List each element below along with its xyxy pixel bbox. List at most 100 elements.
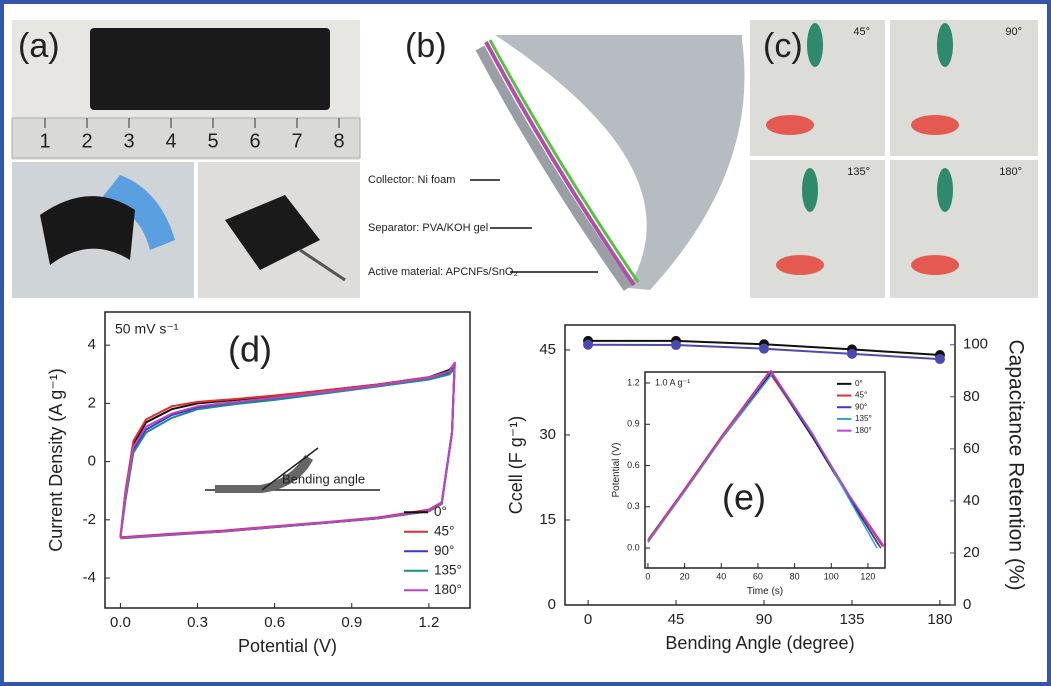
legend-label: 45° xyxy=(855,391,867,400)
bending-sketch xyxy=(205,447,380,493)
x-tick-label: 0 xyxy=(584,611,592,628)
legend-label: 90° xyxy=(434,543,454,558)
bent-film xyxy=(40,196,135,265)
marker xyxy=(583,339,594,350)
marker xyxy=(934,354,945,365)
x-tick-label: 100 xyxy=(824,571,839,581)
scan-rate: 50 mV s⁻¹ xyxy=(115,321,179,337)
plot-frame xyxy=(644,371,886,569)
clips xyxy=(766,23,959,275)
ruler-number: 5 xyxy=(207,130,218,152)
y-tick-label: 0 xyxy=(548,596,556,613)
y-tick-label: 45 xyxy=(539,341,556,358)
x-tick-label: 20 xyxy=(680,571,690,581)
inset-label: Bending angle xyxy=(282,471,365,486)
x-axis-label: Time (s) xyxy=(747,586,783,597)
x-tick-label: 90 xyxy=(756,611,773,628)
angle-label: 180° xyxy=(999,166,1022,178)
x-tick-label: 40 xyxy=(716,571,726,581)
x-tick-label: 180 xyxy=(927,611,952,628)
photo-tile xyxy=(750,160,885,298)
ruler-number: 2 xyxy=(81,130,92,152)
x-tick-label: 0 xyxy=(645,571,650,581)
y-axis-label: Current Density (A g⁻¹) xyxy=(46,368,66,552)
y2-tick-label: 40 xyxy=(963,492,980,509)
panel-label: (d) xyxy=(228,329,272,370)
y-axis-label: Potential (V) xyxy=(611,442,622,497)
y-axis-label: Ccell (F g⁻¹) xyxy=(506,416,526,515)
y-tick-label: 2 xyxy=(88,394,96,411)
y-tick-label: 4 xyxy=(88,336,96,353)
y-tick-label: -2 xyxy=(83,511,96,528)
separator-layer xyxy=(488,39,640,283)
legend-label: 90° xyxy=(855,402,867,411)
x-tick-label: 120 xyxy=(860,571,875,581)
y-tick-label: 0.6 xyxy=(627,460,640,470)
legend-label: 180° xyxy=(855,426,872,435)
glove xyxy=(100,175,175,250)
panel-label: (e) xyxy=(722,477,766,518)
x-tick-label: 80 xyxy=(790,571,800,581)
ruler xyxy=(11,117,361,159)
series-line xyxy=(588,343,940,361)
layer-label: Collector: Ni foam xyxy=(368,174,455,186)
panel-label: (c) xyxy=(763,27,803,65)
y-tick-label: 0 xyxy=(88,453,96,470)
angle-label: 90° xyxy=(1005,26,1022,38)
panel-label: (b) xyxy=(405,27,447,65)
plot-frame xyxy=(104,311,471,609)
legend-label: 135° xyxy=(434,562,462,577)
y-tick-label: 15 xyxy=(539,511,556,528)
x-tick-label: 45 xyxy=(668,611,685,628)
series-line xyxy=(119,362,456,539)
x-tick-label: 135 xyxy=(839,611,864,628)
tweezer xyxy=(299,248,346,282)
photo-tile xyxy=(890,20,1038,156)
y-tick-label: 0.0 xyxy=(627,542,640,552)
ruler-number: 4 xyxy=(165,130,176,152)
y-tick-label: 1.2 xyxy=(627,377,640,387)
x-tick-label: 60 xyxy=(753,571,763,581)
y2-tick-label: 80 xyxy=(963,388,980,405)
y-tick-label: 0.9 xyxy=(627,419,640,429)
angle-label: 135° xyxy=(847,166,870,178)
angle-label: 45° xyxy=(853,26,870,38)
y2-tick-label: 100 xyxy=(963,336,988,353)
ruler-number: 8 xyxy=(333,130,344,152)
panel-label: (a) xyxy=(18,27,60,65)
active-layer xyxy=(484,41,636,287)
legend-label: 180° xyxy=(434,582,462,597)
plot-frame xyxy=(564,324,956,606)
folded-film xyxy=(225,195,320,270)
y-tick-label: 30 xyxy=(539,426,556,443)
collector-top xyxy=(495,35,745,290)
layer-label: Active material: APCNFs/SnO₂ xyxy=(368,266,518,278)
x-tick-label: 0.3 xyxy=(187,614,208,631)
x-tick-label: 0.0 xyxy=(110,614,131,631)
ruler-number: 1 xyxy=(39,130,50,152)
legend-label: 0° xyxy=(434,504,447,519)
x-tick-label: 0.9 xyxy=(341,614,362,631)
y2-tick-label: 0 xyxy=(963,596,971,613)
x-tick-label: 0.6 xyxy=(264,614,285,631)
x-tick-label: 1.2 xyxy=(418,614,439,631)
ruler-number: 6 xyxy=(249,130,260,152)
legend-label: 0° xyxy=(855,379,863,388)
legend-label: 45° xyxy=(434,523,454,538)
y-tick-label: -4 xyxy=(83,569,96,586)
carbon-film xyxy=(90,28,330,110)
series-line xyxy=(647,369,886,548)
y2-tick-label: 60 xyxy=(963,440,980,457)
layer-label: Separator: PVA/KOH gel xyxy=(368,222,488,234)
current-density: 1.0 A g⁻¹ xyxy=(655,377,690,387)
y-tick-label: 0.3 xyxy=(627,501,640,511)
x-axis-label: Bending Angle (degree) xyxy=(665,633,854,653)
y2-axis-label: Capacitance Retention (%) xyxy=(1004,340,1027,591)
collector-edge xyxy=(475,45,633,291)
ruler-number: 3 xyxy=(123,130,134,152)
legend-label: 135° xyxy=(855,414,872,423)
y2-tick-label: 20 xyxy=(963,544,980,561)
x-axis-label: Potential (V) xyxy=(238,636,337,656)
